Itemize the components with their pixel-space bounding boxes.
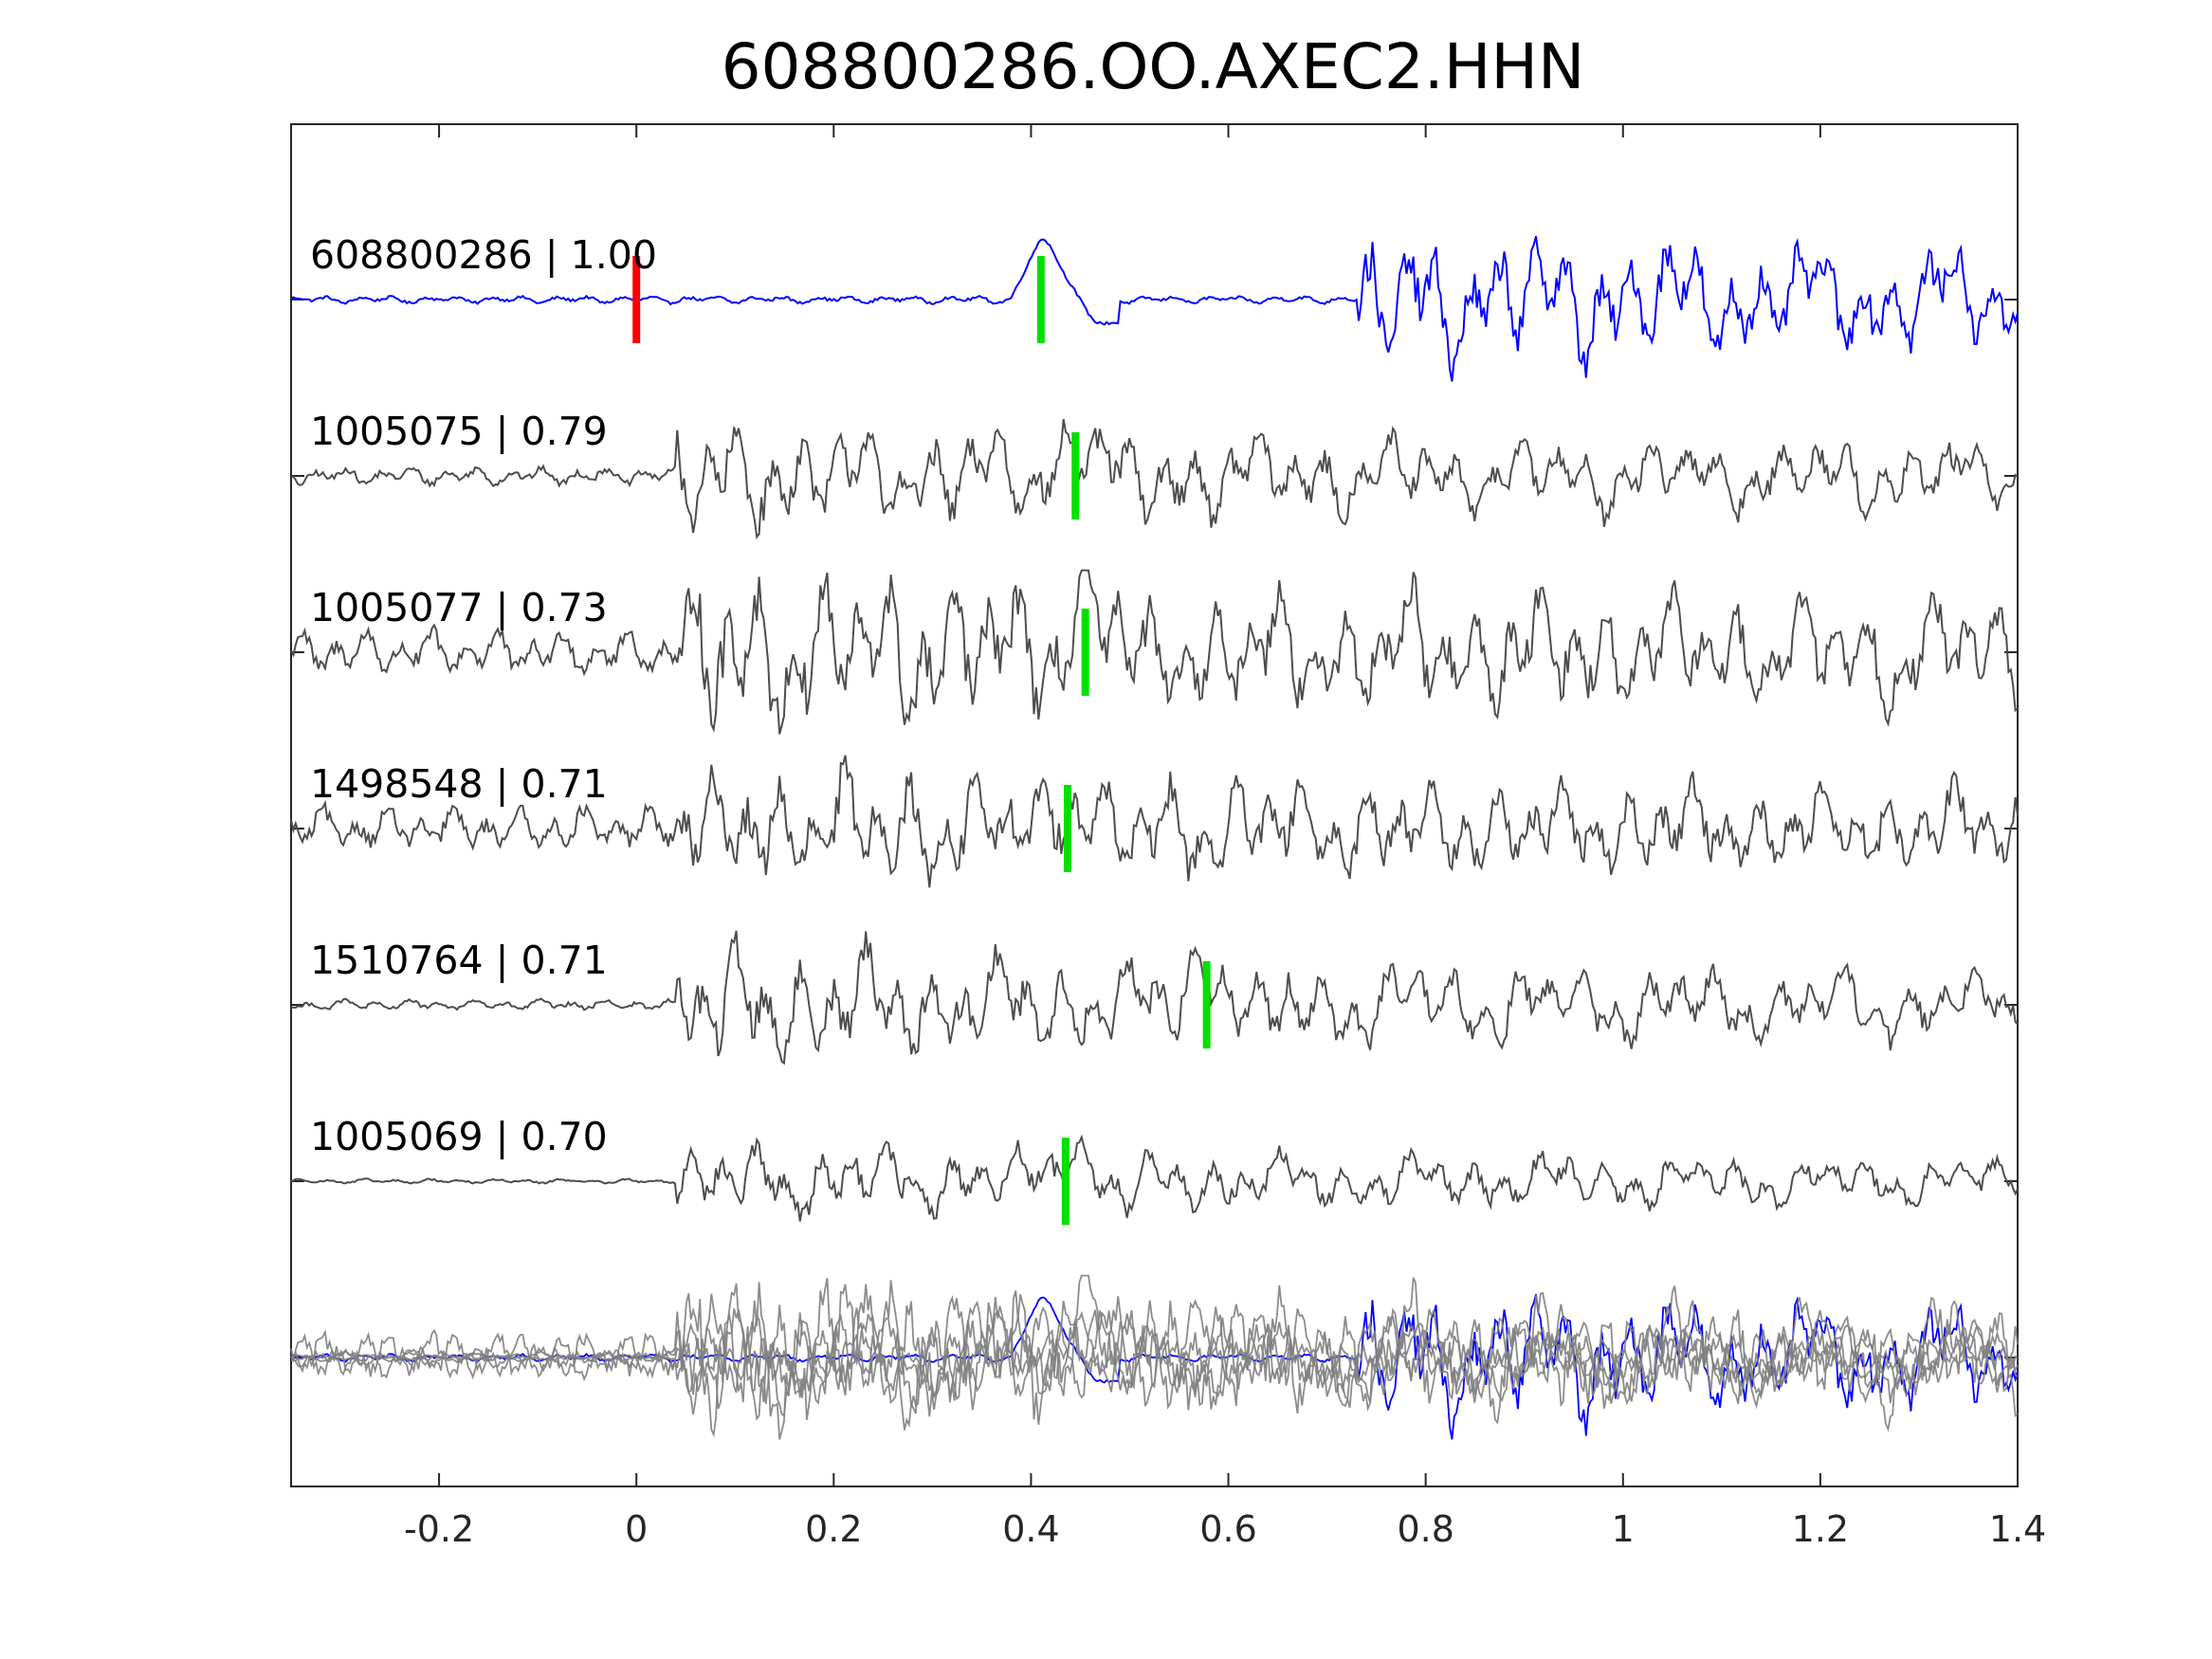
- overlay-line-1510764: [290, 1283, 2019, 1418]
- overlay-line-1005069: [290, 1310, 2019, 1398]
- overlay-line-1498548: [290, 1284, 2019, 1417]
- trace-label-1510764: 1510764 | 0.71: [310, 938, 608, 983]
- x-tick-label: 0.8: [1397, 1508, 1453, 1550]
- trace-line-1005075: [290, 419, 2019, 540]
- x-tick-label: 1: [1612, 1508, 1635, 1550]
- trace-label-1005075: 1005075 | 0.79: [310, 409, 608, 454]
- x-tick-label: 1.2: [1792, 1508, 1849, 1550]
- chart-title: 608800286.OO.AXEC2.HHN: [722, 30, 1585, 103]
- x-tick-label: -0.2: [404, 1508, 474, 1550]
- trace-label-608800286: 608800286 | 1.00: [310, 232, 657, 278]
- x-tick-label: 0.4: [1002, 1508, 1059, 1550]
- waveform-traces: [290, 235, 2019, 1222]
- plot-area-frame: [290, 123, 2019, 1487]
- trace-line-1005069: [290, 1134, 2019, 1222]
- x-tick-label: 0: [625, 1508, 648, 1550]
- x-axis-tick-labels: -0.2 0 0.2 0.4 0.6 0.8 1 1.2 1.4: [404, 1508, 2046, 1550]
- trace-labels: 608800286 | 1.00 1005075 | 0.79 1005077 | …: [310, 232, 657, 1159]
- trace-line-608800286: [290, 235, 2019, 382]
- x-tick-label: 0.2: [805, 1508, 862, 1550]
- stacked-overlay: [290, 1274, 2019, 1440]
- x-tick-label: 0.6: [1199, 1508, 1256, 1550]
- trace-line-1510764: [290, 930, 2019, 1066]
- trace-line-1005077: [290, 569, 2019, 735]
- trace-label-1005077: 1005077 | 0.73: [310, 585, 608, 630]
- phase-picks: [632, 256, 1211, 1225]
- trace-label-1498548: 1498548 | 0.71: [310, 761, 608, 807]
- overlay-line-1005077: [290, 1274, 2019, 1440]
- trace-label-1005069: 1005069 | 0.70: [310, 1114, 608, 1159]
- trace-line-1498548: [290, 755, 2019, 888]
- x-tick-label: 1.4: [1989, 1508, 2046, 1550]
